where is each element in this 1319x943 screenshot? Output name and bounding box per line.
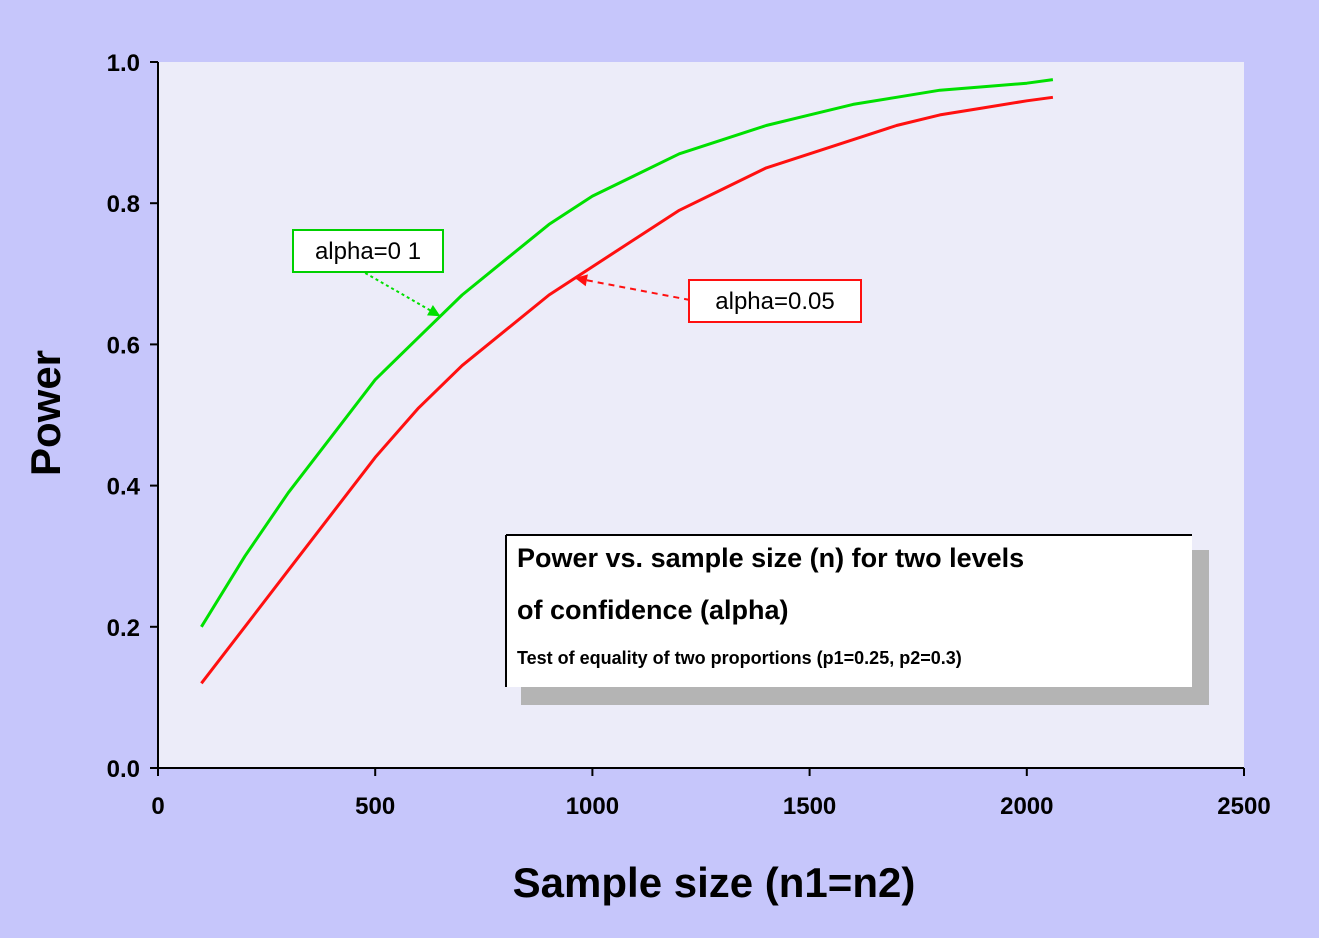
x-tick-label: 2500 (1217, 793, 1270, 820)
y-tick-label: 0.2 (107, 615, 140, 642)
callout-alpha-0-05: alpha=0.05 (574, 274, 862, 323)
description-heading-line-2: of confidence (alpha) (517, 595, 789, 625)
x-tick-label: 2000 (1000, 793, 1053, 820)
callout-alpha-0-05-arrowhead (575, 274, 588, 287)
callout-alpha-0-1-box (292, 229, 444, 273)
y-tick-label: 0.8 (107, 191, 140, 218)
y-tick-label: 0.6 (107, 332, 140, 359)
callout-alpha-0-05-label: alpha=0.05 (715, 288, 834, 315)
x-axis-label: Sample size (n1=n2) (513, 859, 916, 906)
y-tick-label: 0.0 (107, 756, 140, 783)
description-subtext: Test of equality of two proportions (p1=… (517, 648, 962, 668)
series-line-alpha-0-1 (200, 78, 1054, 628)
description-box-panel (506, 535, 1192, 687)
series-layer (200, 78, 1054, 685)
callout-alpha-0-05-box (688, 279, 862, 323)
callout-alpha-0-1: alpha=0 1 (292, 229, 444, 318)
x-tick-label: 0 (151, 793, 164, 820)
y-axis-label: Power (22, 350, 69, 476)
callout-alpha-0-1-label: alpha=0 1 (315, 238, 421, 265)
series-line-alpha-0-05 (200, 95, 1054, 685)
callout-alpha-0-05-leader (574, 277, 691, 301)
x-tick-label: 1000 (566, 793, 619, 820)
description-heading-line-1: Power vs. sample size (n) for two levels (517, 543, 1024, 573)
y-tick-label: 1.0 (107, 50, 140, 77)
x-tick-label: 1500 (783, 793, 836, 820)
tick-layer: 0 500 1000 1500 2000 2500 0.0 0.2 0.4 0.6 0.8 1.0 (107, 50, 1271, 820)
x-tick-label: 500 (355, 793, 395, 820)
callout-alpha-0-1-arrowhead (427, 305, 441, 317)
y-tick-label: 0.4 (107, 474, 141, 501)
chart-description-box: Power vs. sample size (n) for two levels… (505, 534, 1209, 705)
